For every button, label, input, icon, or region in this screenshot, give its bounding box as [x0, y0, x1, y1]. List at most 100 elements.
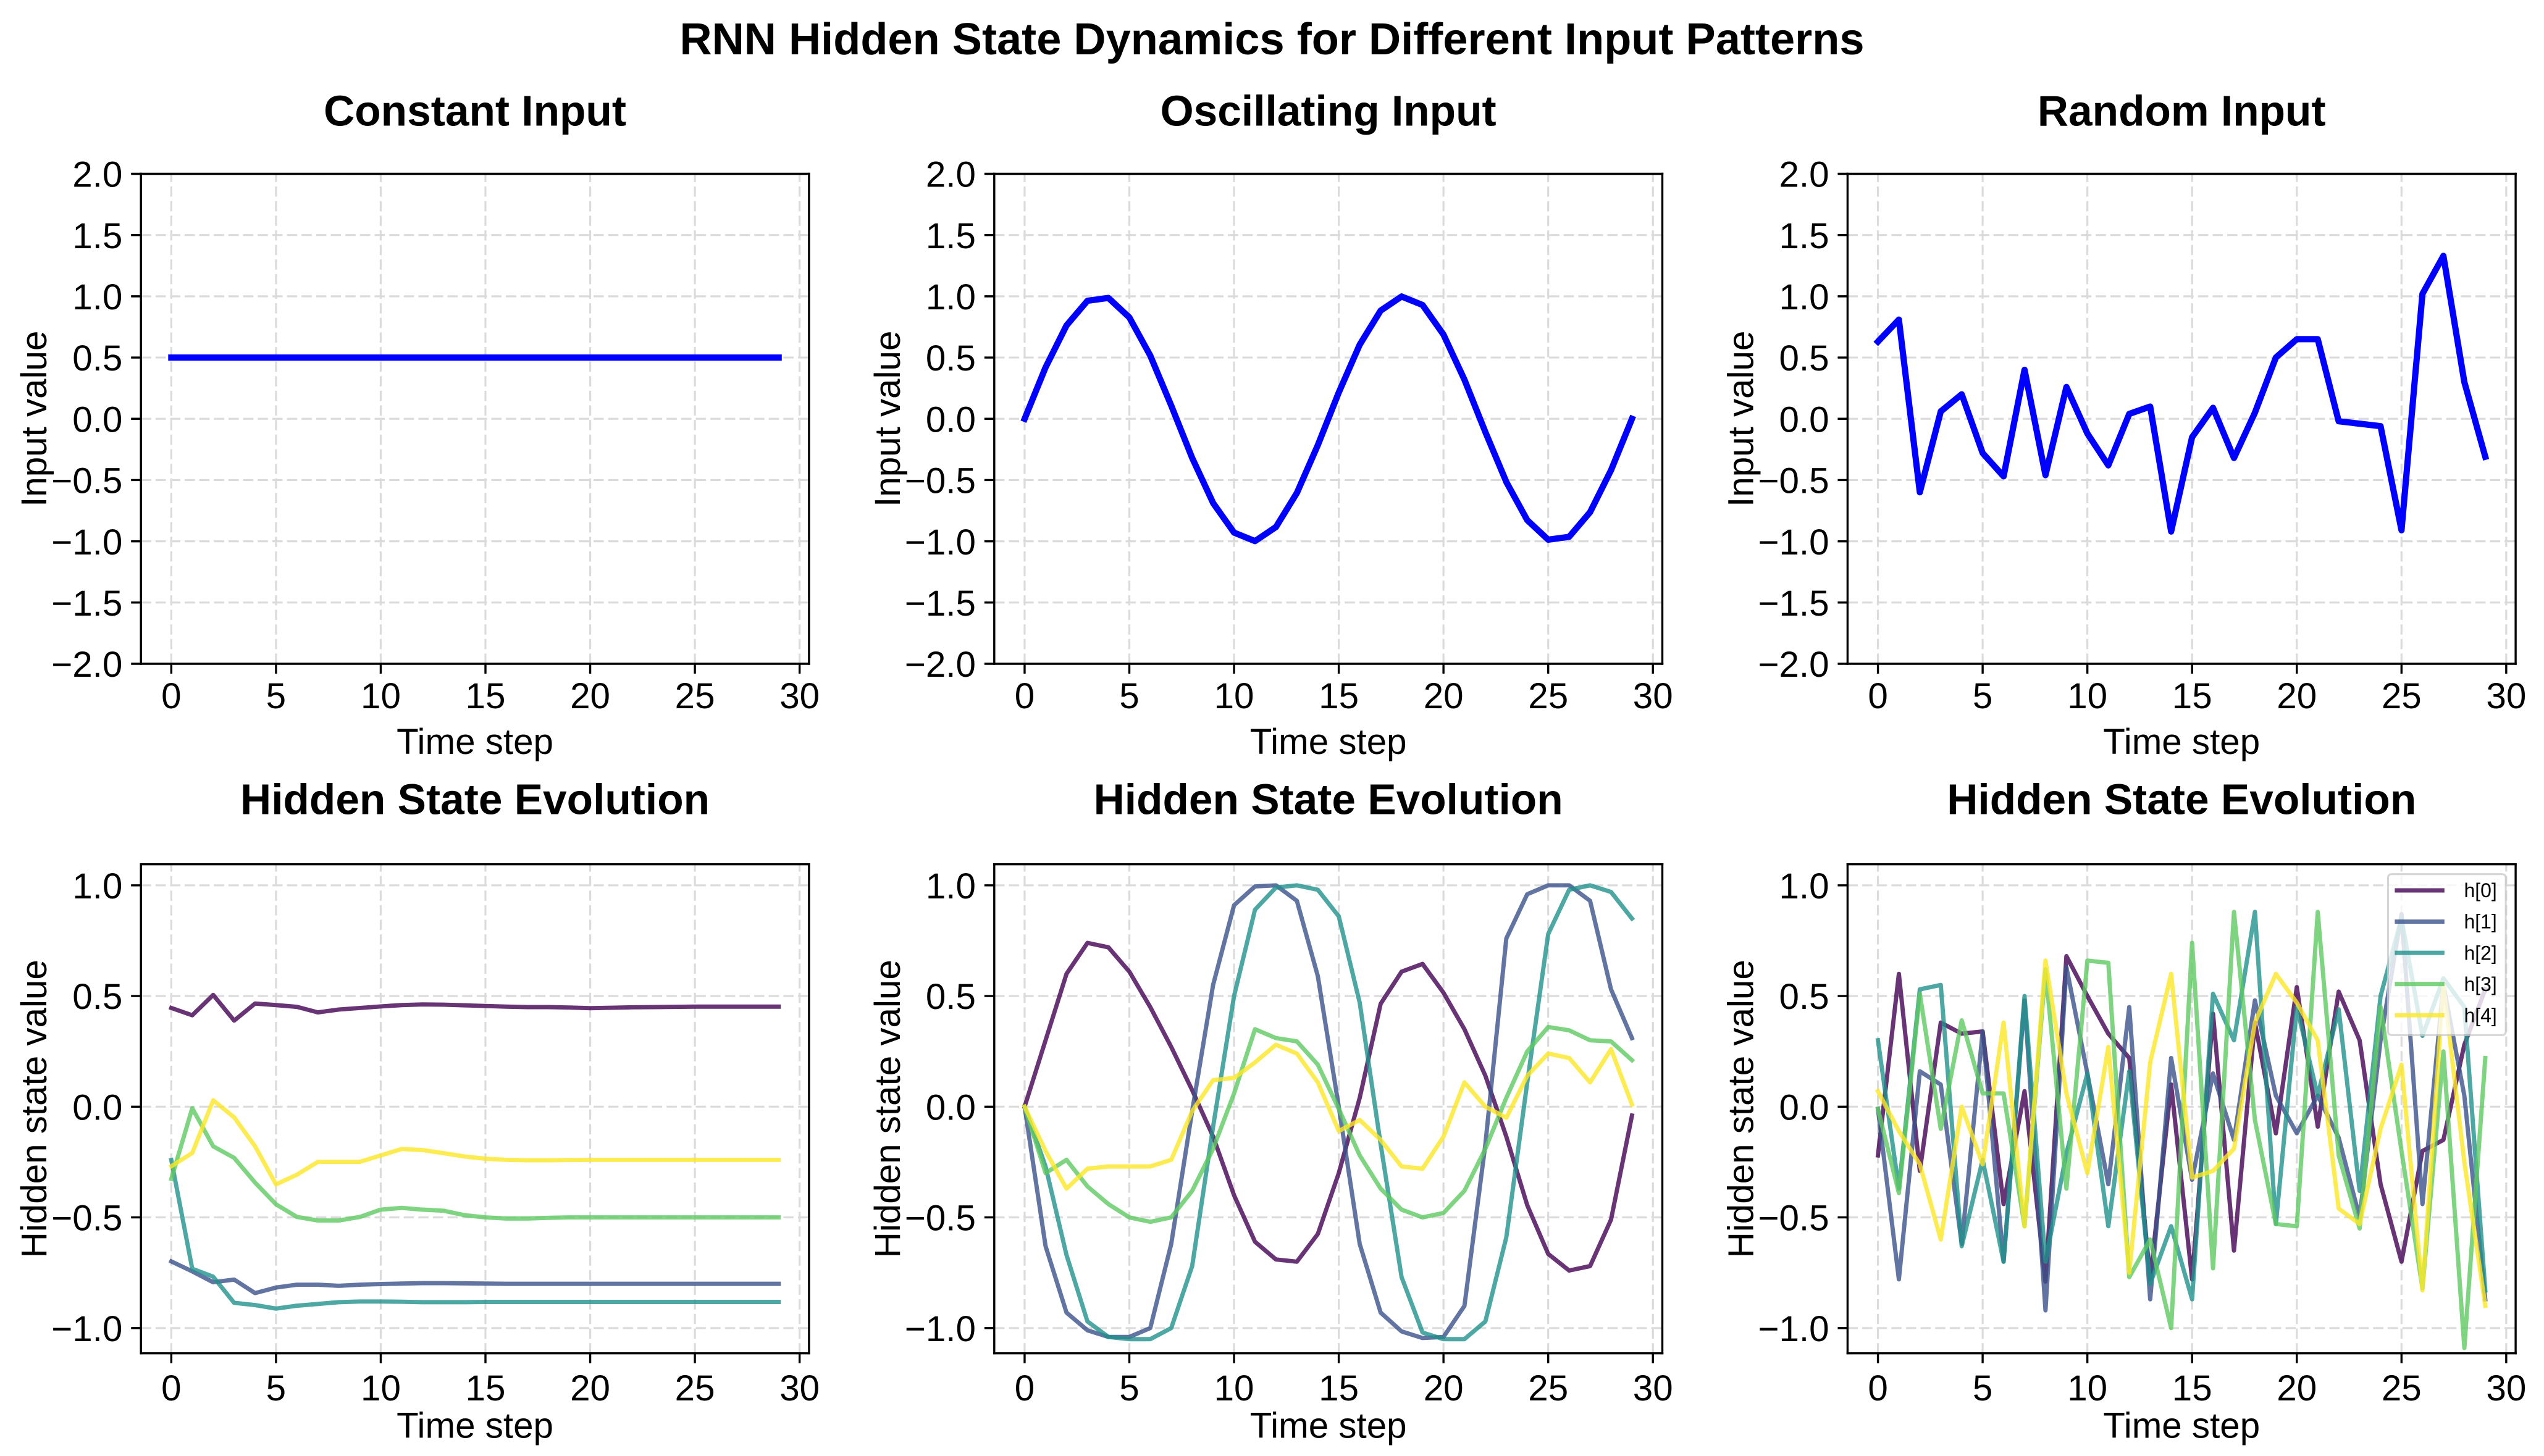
svg-text:Hidden state value: Hidden state value [868, 960, 908, 1258]
svg-text:2.0: 2.0 [1779, 155, 1829, 195]
svg-text:0.5: 0.5 [1779, 338, 1829, 379]
svg-text:10: 10 [1214, 676, 1254, 716]
svg-text:20: 20 [1424, 676, 1464, 716]
svg-text:2.0: 2.0 [72, 155, 122, 195]
svg-text:0.0: 0.0 [72, 1087, 122, 1128]
svg-text:15: 15 [2172, 1368, 2212, 1408]
svg-text:30: 30 [1633, 1368, 1673, 1408]
svg-text:Hidden State Evolution: Hidden State Evolution [240, 776, 710, 824]
svg-text:Random Input: Random Input [2038, 87, 2326, 135]
svg-text:15: 15 [466, 1368, 506, 1408]
svg-text:20: 20 [2277, 1368, 2317, 1408]
svg-text:0.0: 0.0 [72, 400, 122, 440]
svg-text:25: 25 [1528, 676, 1568, 716]
svg-text:Hidden State Evolution: Hidden State Evolution [1947, 776, 2416, 824]
svg-text:30: 30 [779, 1368, 820, 1408]
svg-text:25: 25 [675, 1368, 715, 1408]
svg-text:−0.5: −0.5 [51, 1199, 122, 1239]
svg-text:−2.0: −2.0 [1758, 645, 1829, 685]
svg-text:h[2]: h[2] [2464, 942, 2496, 964]
svg-text:Input value: Input value [1721, 331, 1761, 507]
svg-text:Hidden State Evolution: Hidden State Evolution [1094, 776, 1563, 824]
svg-text:20: 20 [570, 1368, 610, 1408]
svg-text:−0.5: −0.5 [1758, 1199, 1829, 1239]
svg-text:Oscillating Input: Oscillating Input [1161, 87, 1497, 135]
svg-text:Time step: Time step [2103, 722, 2260, 762]
svg-text:1.0: 1.0 [926, 277, 976, 317]
svg-text:0.0: 0.0 [1779, 400, 1829, 440]
svg-text:0.5: 0.5 [1779, 977, 1829, 1017]
svg-text:h[4]: h[4] [2464, 1004, 2496, 1026]
svg-text:−1.5: −1.5 [51, 584, 122, 624]
svg-text:Time step: Time step [1250, 722, 1407, 762]
svg-text:0.0: 0.0 [926, 400, 976, 440]
svg-text:30: 30 [2486, 1368, 2526, 1408]
svg-text:Input value: Input value [868, 331, 908, 507]
svg-text:Input value: Input value [14, 331, 54, 507]
svg-text:h[0]: h[0] [2464, 879, 2496, 902]
svg-text:Time step: Time step [397, 722, 553, 762]
svg-text:15: 15 [1319, 676, 1359, 716]
svg-text:Time step: Time step [2103, 1406, 2260, 1446]
svg-text:20: 20 [1424, 1368, 1464, 1408]
svg-text:0: 0 [161, 1368, 181, 1408]
svg-text:−2.0: −2.0 [51, 645, 122, 685]
svg-text:h[3]: h[3] [2464, 973, 2496, 995]
svg-text:5: 5 [1973, 1368, 1992, 1408]
svg-text:25: 25 [2382, 676, 2422, 716]
svg-text:h[1]: h[1] [2464, 911, 2496, 933]
svg-text:20: 20 [2277, 676, 2317, 716]
svg-text:RNN Hidden State Dynamics for: RNN Hidden State Dynamics for Different … [679, 15, 1864, 64]
svg-text:10: 10 [2067, 676, 2107, 716]
svg-text:0.5: 0.5 [926, 338, 976, 379]
svg-text:Hidden state value: Hidden state value [14, 960, 54, 1258]
svg-text:10: 10 [361, 1368, 401, 1408]
svg-text:Constant Input: Constant Input [324, 87, 626, 135]
svg-text:0: 0 [1015, 676, 1035, 716]
svg-text:0: 0 [1868, 1368, 1887, 1408]
svg-text:2.0: 2.0 [926, 155, 976, 195]
svg-text:0.0: 0.0 [926, 1087, 976, 1128]
svg-text:−1.5: −1.5 [905, 584, 976, 624]
svg-text:−1.0: −1.0 [51, 1309, 122, 1349]
svg-text:−1.0: −1.0 [905, 522, 976, 563]
svg-text:15: 15 [466, 676, 506, 716]
svg-text:20: 20 [570, 676, 610, 716]
svg-text:1.5: 1.5 [1779, 216, 1829, 256]
svg-text:−1.0: −1.0 [1758, 522, 1829, 563]
svg-text:10: 10 [1214, 1368, 1254, 1408]
svg-text:−1.0: −1.0 [905, 1309, 976, 1349]
svg-text:0.5: 0.5 [926, 977, 976, 1017]
svg-text:15: 15 [1319, 1368, 1359, 1408]
svg-text:1.0: 1.0 [72, 866, 122, 906]
svg-text:0: 0 [161, 676, 181, 716]
svg-text:−1.5: −1.5 [1758, 584, 1829, 624]
svg-text:5: 5 [266, 676, 286, 716]
svg-text:Time step: Time step [1250, 1406, 1407, 1446]
svg-text:−1.0: −1.0 [51, 522, 122, 563]
svg-text:0.5: 0.5 [72, 977, 122, 1017]
svg-text:−0.5: −0.5 [905, 461, 976, 501]
svg-text:25: 25 [2382, 1368, 2422, 1408]
svg-text:30: 30 [779, 676, 820, 716]
svg-text:30: 30 [1633, 676, 1673, 716]
svg-text:5: 5 [1973, 676, 1992, 716]
svg-text:25: 25 [1528, 1368, 1568, 1408]
svg-text:1.5: 1.5 [72, 216, 122, 256]
svg-text:1.0: 1.0 [1779, 866, 1829, 906]
svg-text:0: 0 [1868, 676, 1887, 716]
svg-text:0.5: 0.5 [72, 338, 122, 379]
svg-text:1.5: 1.5 [926, 216, 976, 256]
svg-text:−0.5: −0.5 [905, 1199, 976, 1239]
svg-text:−0.5: −0.5 [51, 461, 122, 501]
svg-text:30: 30 [2486, 676, 2526, 716]
svg-text:10: 10 [2067, 1368, 2107, 1408]
svg-text:1.0: 1.0 [72, 277, 122, 317]
svg-text:1.0: 1.0 [926, 866, 976, 906]
svg-text:Time step: Time step [397, 1406, 553, 1446]
svg-text:10: 10 [361, 676, 401, 716]
svg-text:5: 5 [1119, 1368, 1139, 1408]
svg-text:0.0: 0.0 [1779, 1087, 1829, 1128]
svg-text:5: 5 [1119, 676, 1139, 716]
svg-text:Hidden state value: Hidden state value [1721, 960, 1761, 1258]
